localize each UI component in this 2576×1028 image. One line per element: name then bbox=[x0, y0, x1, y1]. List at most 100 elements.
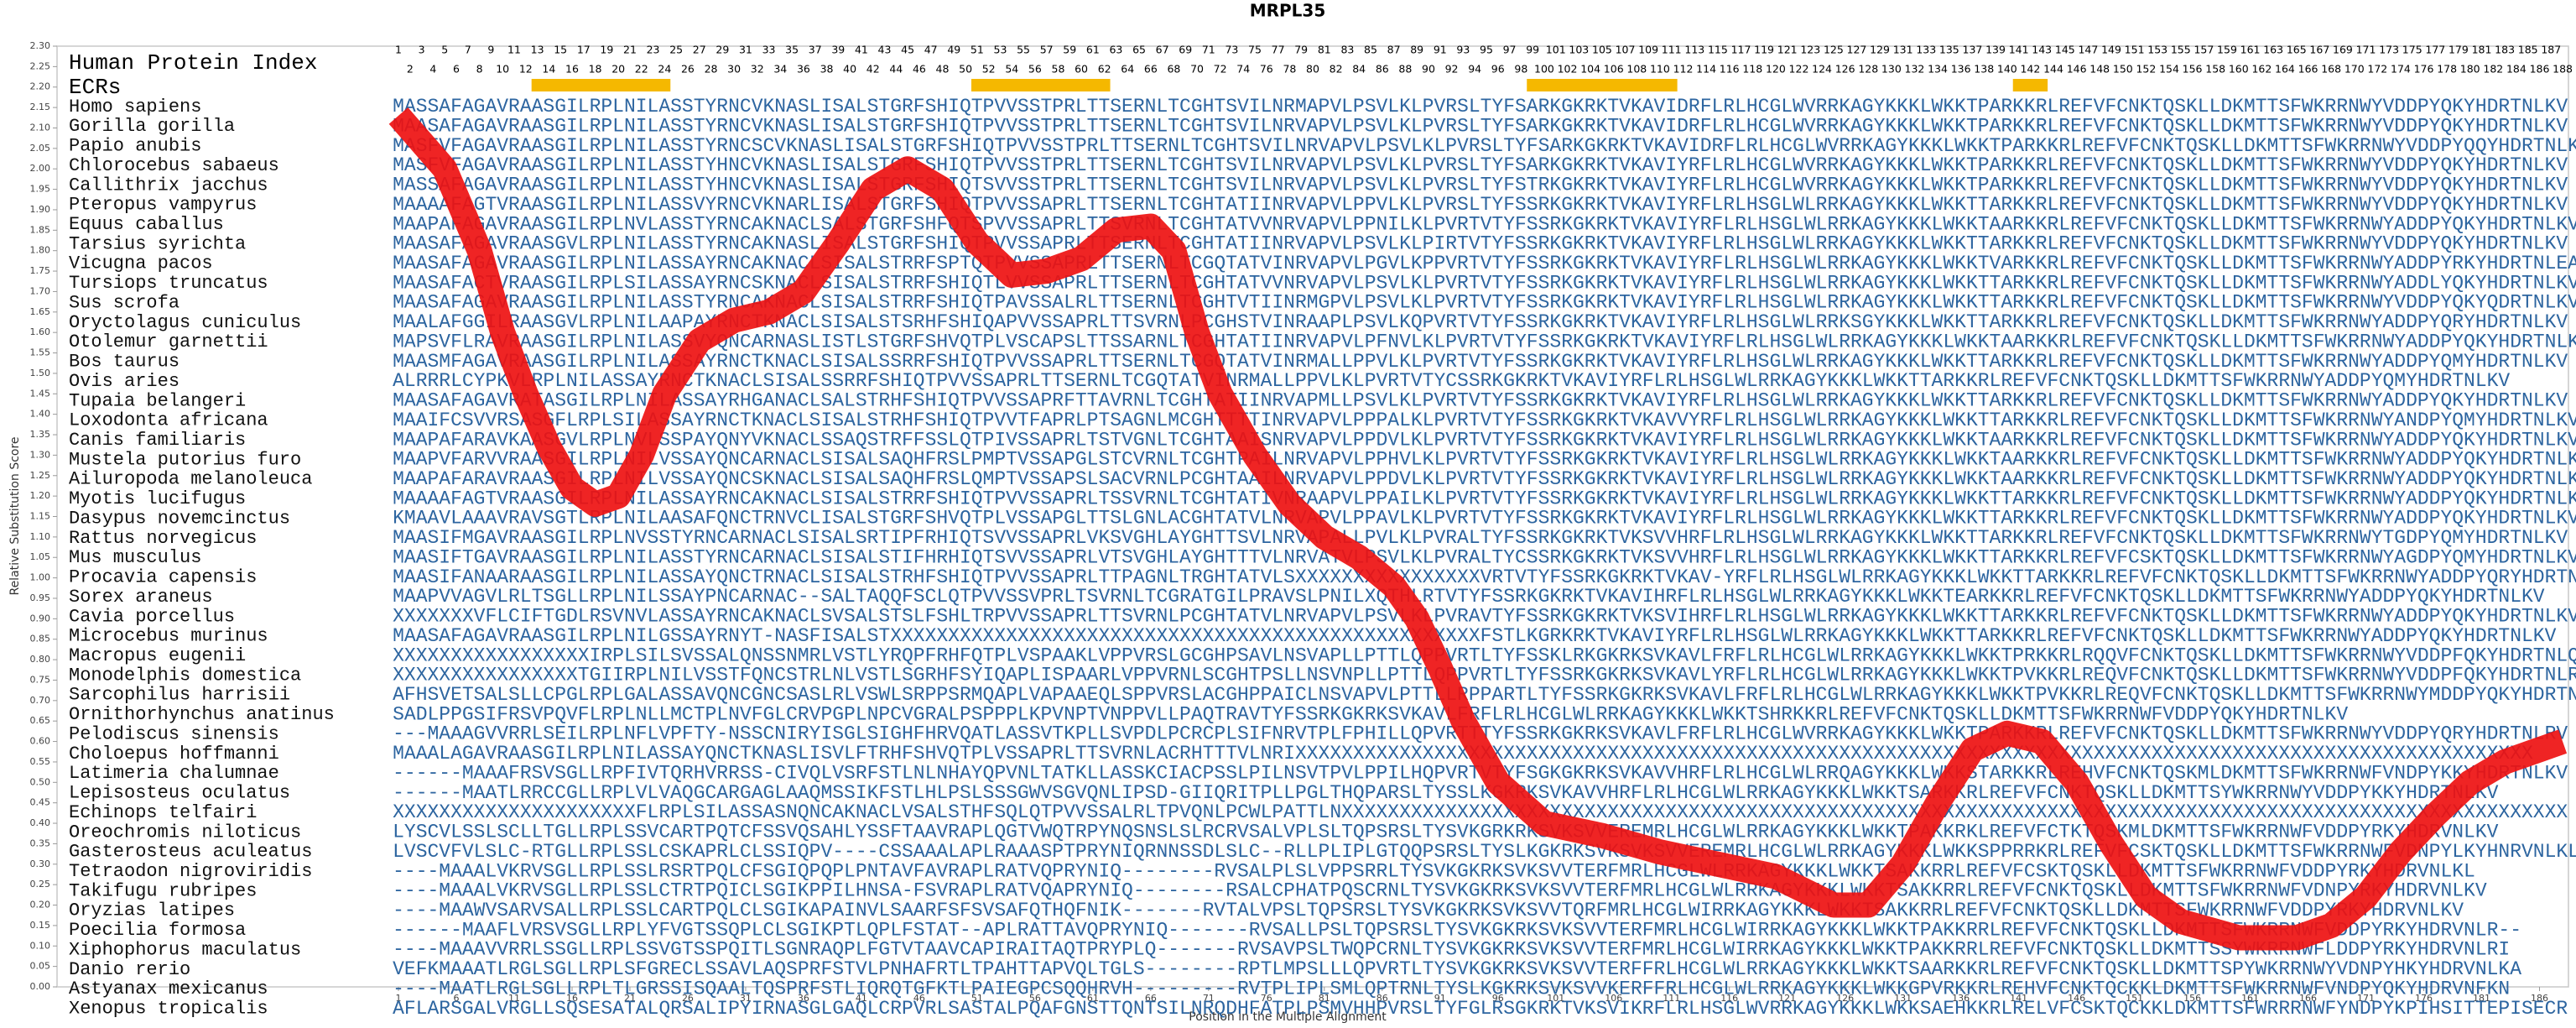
x-tick-label: 101 bbox=[1547, 993, 1564, 1004]
index-number: 96 bbox=[1491, 63, 1505, 76]
species-name: Poecilia formosa bbox=[69, 920, 246, 941]
index-number: 63 bbox=[1109, 44, 1122, 56]
index-number: 158 bbox=[2205, 63, 2225, 76]
index-number: 30 bbox=[727, 63, 741, 76]
y-tick-label: 1.20 bbox=[30, 490, 51, 501]
sequence: AFHSVETSALSLLCPGLRPLGALASSAVQNCGNCSASLRL… bbox=[393, 684, 2576, 706]
x-tick-label: 161 bbox=[2241, 993, 2259, 1004]
species-name: Chlorocebus sabaeus bbox=[69, 155, 279, 176]
index-number: 112 bbox=[1673, 63, 1694, 76]
index-number: 26 bbox=[681, 63, 695, 76]
y-tick-label: 1.60 bbox=[30, 326, 51, 337]
sequence: MAASAFAGAVRAASGILRPLNILASSTYRNCAKNACLSIS… bbox=[393, 292, 2576, 314]
species-name: Sorex araneus bbox=[69, 587, 213, 608]
index-number: 155 bbox=[2171, 44, 2191, 56]
sequence: LVSCVFVLSLC-RTGLLRPLSSLCSKAPRLCLSSIQPV--… bbox=[393, 841, 2576, 863]
index-number: 149 bbox=[2101, 44, 2121, 56]
index-number: 39 bbox=[831, 44, 845, 56]
index-number: 145 bbox=[2055, 44, 2075, 56]
species-name: Echinops telfairi bbox=[69, 802, 257, 823]
species-name: Ailuropoda melanoleuca bbox=[69, 469, 312, 490]
y-tick-label: 0.05 bbox=[30, 961, 51, 972]
sequence: MAASIFMGAVRAASGILRPLNVSSTYRNCARNACLSISAL… bbox=[393, 527, 2568, 549]
ecr-bar bbox=[971, 79, 1111, 91]
index-number: 153 bbox=[2147, 44, 2167, 56]
x-tick-label: 41 bbox=[856, 993, 867, 1004]
index-number: 141 bbox=[2009, 44, 2029, 56]
sequence: MAASAFACTVRAASGILRPLSILASSAYRNCSKNACLSIS… bbox=[393, 272, 2576, 294]
y-tick-label: 0.15 bbox=[30, 920, 51, 931]
x-tick-label: 111 bbox=[1663, 993, 1680, 1004]
y-tick-label: 0.25 bbox=[30, 879, 51, 890]
index-number: 83 bbox=[1340, 44, 1354, 56]
index-number: 187 bbox=[2541, 44, 2561, 56]
index-number: 177 bbox=[2425, 44, 2445, 56]
index-number: 15 bbox=[554, 44, 567, 56]
index-number: 33 bbox=[762, 44, 776, 56]
index-number: 21 bbox=[623, 44, 637, 56]
ecr-bar bbox=[1527, 79, 1678, 91]
index-number: 134 bbox=[1928, 63, 1948, 76]
y-tick-label: 1.65 bbox=[30, 306, 51, 317]
x-tick-label: 16 bbox=[566, 993, 578, 1004]
index-number: 127 bbox=[1847, 44, 1867, 56]
y-tick-label: 1.85 bbox=[30, 224, 51, 235]
index-number: 160 bbox=[2229, 63, 2249, 76]
index-number: 135 bbox=[1939, 44, 1959, 56]
sequence: SADLPPGSIFRSVPQVFLRPLNLLMCTPLNVFGLCRVPGP… bbox=[393, 703, 2348, 725]
index-number: 47 bbox=[924, 44, 938, 56]
sequence: MAASAFAGAVRATASGILRPLNILASSAYRHGANACLSAL… bbox=[393, 390, 2568, 412]
y-tick-label: 2.10 bbox=[30, 122, 51, 133]
sequence: MAAPVVAGVLRLTSGLLRPLNILSSAYPNCARNAC--SAL… bbox=[393, 586, 2545, 608]
species-name: Oreochromis niloticus bbox=[69, 822, 301, 843]
index-number: 118 bbox=[1742, 63, 1762, 76]
index-number: 14 bbox=[542, 63, 555, 76]
index-number: 89 bbox=[1410, 44, 1423, 56]
index-number: 163 bbox=[2263, 44, 2283, 56]
index-number: 159 bbox=[2217, 44, 2237, 56]
index-number: 97 bbox=[1503, 44, 1517, 56]
x-tick-label: 141 bbox=[2010, 993, 2027, 1004]
index-number: 133 bbox=[1916, 44, 1936, 56]
sequence: MAAPAFARAVRAASGILRPLNILVSSAYQNCSKNACLSIS… bbox=[393, 468, 2576, 490]
index-number: 32 bbox=[751, 63, 764, 76]
sequence: MAAALAGAVRAASGILRPLNILASSAYQNCTKNASLISVL… bbox=[393, 743, 2533, 764]
y-tick-label: 1.75 bbox=[30, 265, 51, 276]
index-number: 106 bbox=[1604, 63, 1624, 76]
index-number: 65 bbox=[1132, 44, 1146, 56]
x-tick-label: 116 bbox=[1720, 993, 1738, 1004]
y-tick-label: 2.05 bbox=[30, 143, 51, 154]
index-number: 80 bbox=[1306, 63, 1319, 76]
index-number: 154 bbox=[2159, 63, 2179, 76]
index-number: 68 bbox=[1167, 63, 1180, 76]
y-tick-label: 1.80 bbox=[30, 245, 51, 256]
index-number: 28 bbox=[705, 63, 718, 76]
index-number: 132 bbox=[1905, 63, 1925, 76]
y-tick-label: 0.95 bbox=[30, 592, 51, 603]
chart-title: MRPL35 bbox=[1250, 1, 1326, 21]
index-number: 113 bbox=[1684, 44, 1704, 56]
x-tick-label: 171 bbox=[2357, 993, 2375, 1004]
index-number: 94 bbox=[1468, 63, 1481, 76]
y-tick-label: 0.35 bbox=[30, 838, 51, 848]
index-number: 51 bbox=[971, 44, 984, 56]
index-number: 76 bbox=[1260, 63, 1273, 76]
index-number: 13 bbox=[531, 44, 544, 56]
sequence: LYSCVLSSLSCLLTGLLRPLSSVCARTPQTCFSSVQSAHL… bbox=[393, 822, 2499, 843]
index-number: 108 bbox=[1626, 63, 1647, 76]
index-number: 31 bbox=[739, 44, 752, 56]
x-tick-label: 121 bbox=[1778, 993, 1796, 1004]
species-name: Bos taurus bbox=[69, 352, 180, 373]
index-number: 11 bbox=[507, 44, 521, 56]
index-number: 84 bbox=[1352, 63, 1366, 76]
sequence: MASSAFAGAVRAASGILRPLNILASSTYHNCVKNASLISA… bbox=[393, 175, 2568, 196]
index-number: 165 bbox=[2287, 44, 2307, 56]
index-number: 24 bbox=[658, 63, 671, 76]
index-number: 53 bbox=[994, 44, 1007, 56]
index-number: 130 bbox=[1881, 63, 1902, 76]
index-number: 186 bbox=[2530, 63, 2550, 76]
index-number: 36 bbox=[797, 63, 810, 76]
x-tick-label: 81 bbox=[1319, 993, 1330, 1004]
index-number: 91 bbox=[1434, 44, 1447, 56]
